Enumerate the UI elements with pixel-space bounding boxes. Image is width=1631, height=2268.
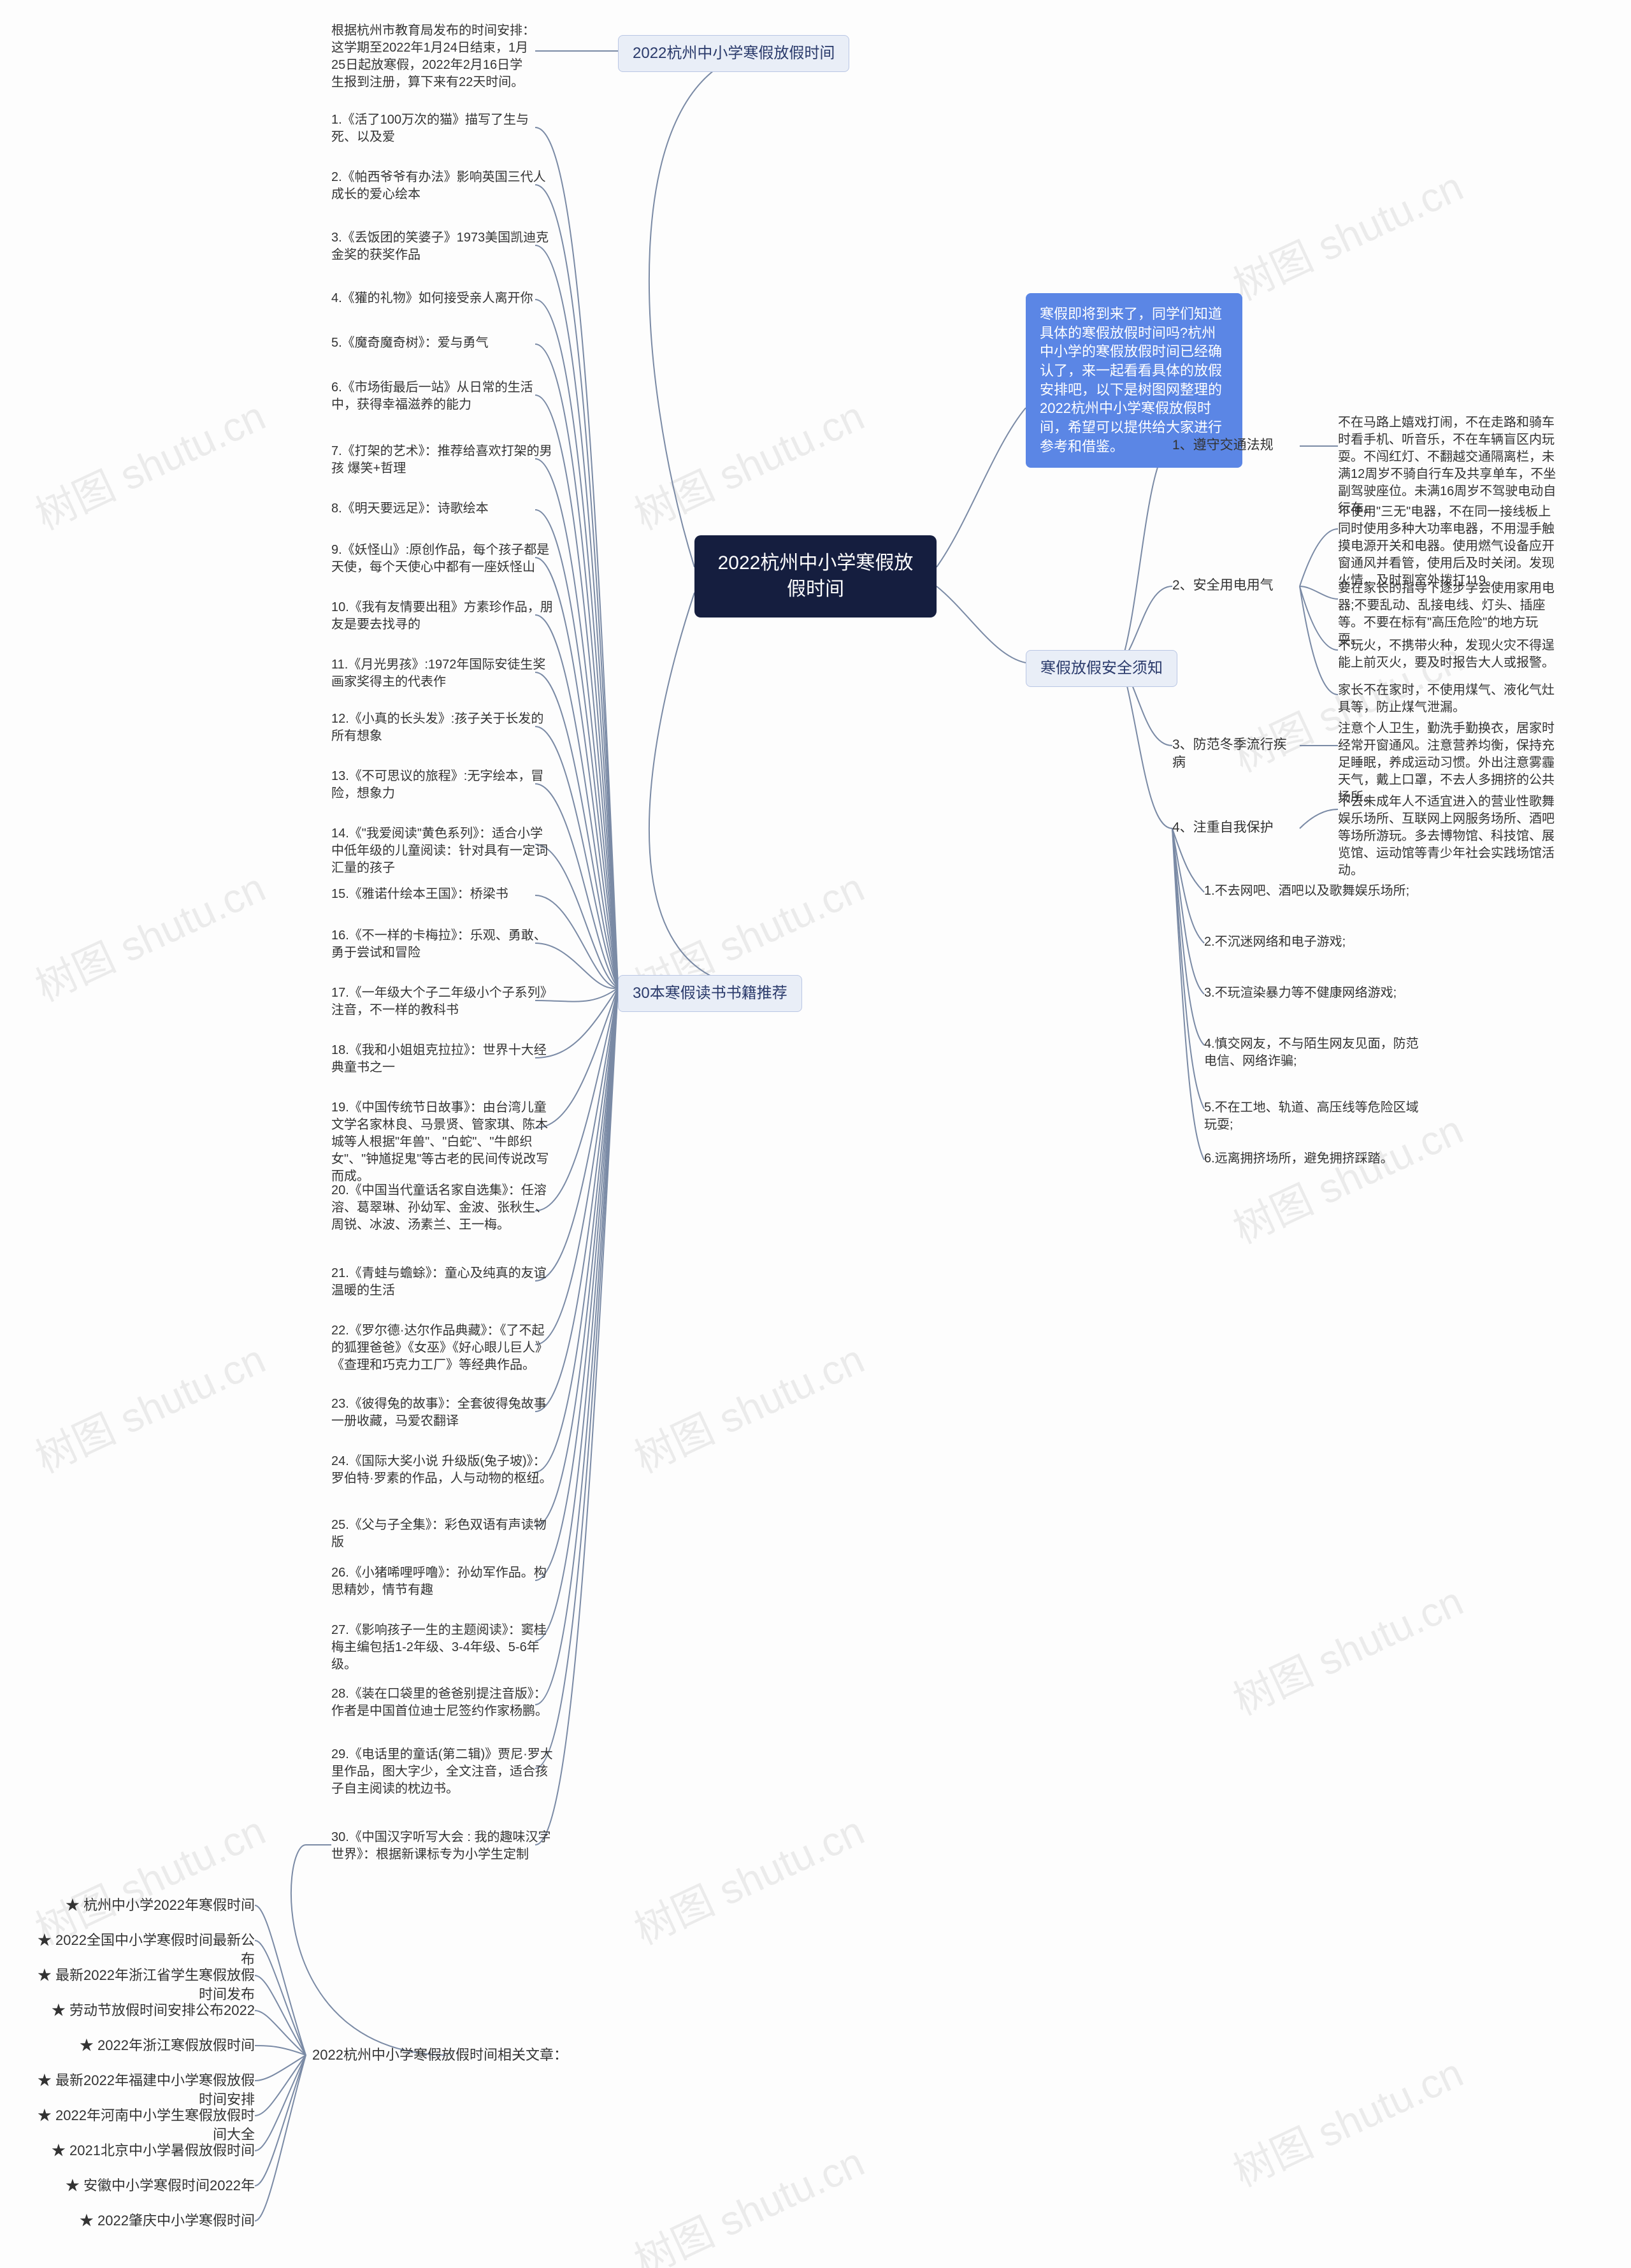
related-10: 2022肇庆中小学寒假时间 [25, 2211, 255, 2230]
book-4: 4.《獾的礼物》如何接受亲人离开你 [331, 290, 533, 307]
watermark: 树图 shutu.cn [1223, 2040, 1471, 2198]
book-25: 25.《父与子全集》：彩色双语有声读物版 [331, 1517, 554, 1551]
book-10: 10.《我有友情要出租》方素珍作品，朋友是要去找寻的 [331, 599, 554, 633]
intro-text: 寒假即将到来了，同学们知道具体的寒假放假时间吗?杭州中小学的寒假放假时间已经确认… [1040, 306, 1222, 454]
connector-layer [0, 0, 1631, 2268]
book-19: 19.《中国传统节日故事》：由台湾儿童文学名家林良、马景贤、管家琪、陈木城等人根… [331, 1099, 554, 1185]
watermark: 树图 shutu.cn [25, 855, 273, 1013]
safety-node: 寒假放假安全须知 [1026, 650, 1177, 687]
safety-title: 寒假放假安全须知 [1040, 660, 1163, 677]
safety-leaf-4-0: 不去未成年人不适宜进入的营业性歌舞娱乐场所、互联网上网服务场所、酒吧等场所游玩。… [1338, 793, 1561, 879]
book-11: 11.《月光男孩》:1972年国际安徒生奖画家奖得主的代表作 [331, 656, 554, 691]
book-12: 12.《小真的长头发》:孩子关于长发的所有想象 [331, 711, 554, 745]
book-27: 27.《影响孩子一生的主题阅读》：窦桂梅主编包括1-2年级、3-4年级、5-6年… [331, 1622, 554, 1673]
safety-item-2: 2、安全用电用气 [1172, 577, 1274, 595]
book-2: 2.《帕西爷爷有办法》影响英国三代人成长的爱心绘本 [331, 169, 554, 203]
related-6: 最新2022年福建中小学寒假放假时间安排 [25, 2071, 255, 2109]
safety-leaf-4-6: 6.远离拥挤场所，避免拥挤踩踏。 [1204, 1150, 1393, 1167]
watermark: 树图 shutu.cn [624, 1327, 872, 1484]
book-7: 7.《打架的艺术》：推荐给喜欢打架的男孩 爆笑+哲理 [331, 443, 554, 477]
related-7: 2022年河南中小学生寒假放假时间大全 [25, 2106, 255, 2144]
book-16: 16.《不一样的卡梅拉》：乐观、勇敢、勇于尝试和冒险 [331, 927, 554, 962]
safety-item-3: 3、防范冬季流行疾病 [1172, 736, 1300, 772]
book-18: 18.《我和小姐姐克拉拉》：世界十大经典童书之一 [331, 1042, 554, 1076]
holiday-time-title: 2022杭州中小学寒假放假时间 [633, 45, 835, 62]
safety-item-1: 1、遵守交通法规 [1172, 437, 1274, 454]
related-3: 最新2022年浙江省学生寒假放假时间发布 [25, 1966, 255, 2004]
book-22: 22.《罗尔德·达尔作品典藏》：《了不起的狐狸爸爸》《女巫》《好心眼儿巨人》《查… [331, 1322, 554, 1374]
related-2: 2022全国中小学寒假时间最新公布 [25, 1931, 255, 1968]
book-17: 17.《一年级大个子二年级小个子系列》注音，不一样的教科书 [331, 985, 554, 1019]
book-15: 15.《雅诺什绘本王国》：桥梁书 [331, 886, 508, 903]
book-24: 24.《国际大奖小说 升级版(兔子坡)》：罗伯特·罗素的作品，人与动物的枢纽。 [331, 1453, 554, 1487]
safety-leaf-2-3: 不玩火，不携带火种，发现火灾不得逞能上前灭火，要及时报告大人或报警。 [1338, 637, 1561, 672]
watermark: 树图 shutu.cn [624, 1798, 872, 1956]
book-13: 13.《不可思议的旅程》:无字绘本，冒险，想象力 [331, 768, 554, 802]
book-21: 21.《青蛙与蟾蜍》：童心及纯真的友谊温暖的生活 [331, 1265, 554, 1299]
book-20: 20.《中国当代童话名家自选集》：任溶溶、葛翠琳、孙幼军、金波、张秋生、周锐、冰… [331, 1182, 554, 1234]
related-5: 2022年浙江寒假放假时间 [25, 2036, 255, 2055]
related-4: 劳动节放假时间安排公布2022 [25, 2001, 255, 2020]
safety-item-4: 4、注重自我保护 [1172, 819, 1274, 837]
book-14: 14.《"我爱阅读"黄色系列》：适合小学中低年级的儿童阅读：针对具有一定词汇量的… [331, 825, 554, 877]
watermark: 树图 shutu.cn [624, 2130, 872, 2268]
book-6: 6.《市场街最后一站》从日常的生活中，获得幸福滋养的能力 [331, 379, 554, 414]
safety-leaf-2-1: 不使用"三无"电器，不在同一接线板上同时使用多种大功率电器，不用湿手触摸电源开关… [1338, 503, 1561, 589]
book-3: 3.《丢饭团的笑婆子》1973美国凯迪克金奖的获奖作品 [331, 229, 554, 264]
book-30: 30.《中国汉字听写大会 : 我的趣味汉字世界》：根据新课标专为小学生定制 [331, 1829, 554, 1863]
book-28: 28.《装在口袋里的爸爸别提注音版》：作者是中国首位迪士尼签约作家杨鹏。 [331, 1686, 554, 1720]
related-9: 安徽中小学寒假时间2022年 [25, 2176, 255, 2195]
book-29: 29.《电话里的童话(第二辑)》贾尼·罗大里作品，图大字少，全文注音，适合孩子自… [331, 1746, 554, 1798]
root-node: 2022杭州中小学寒假放假时间 [694, 535, 937, 618]
watermark: 树图 shutu.cn [1223, 1569, 1471, 1726]
safety-leaf-4-3: 3.不玩渲染暴力等不健康网络游戏; [1204, 985, 1397, 1002]
safety-leaf-4-4: 4.慎交网友，不与陌生网友见面，防范电信、网络诈骗; [1204, 1036, 1427, 1070]
watermark: 树图 shutu.cn [25, 384, 273, 541]
safety-leaf-4-2: 2.不沉迷网络和电子游戏; [1204, 934, 1346, 951]
book-8: 8.《明天要远足》：诗歌绘本 [331, 500, 489, 517]
safety-leaf-4-5: 5.不在工地、轨道、高压线等危险区域玩耍; [1204, 1099, 1427, 1134]
related-8: 2021北京中小学暑假放假时间 [25, 2141, 255, 2160]
safety-leaf-4-1: 1.不去网吧、酒吧以及歌舞娱乐场所; [1204, 883, 1409, 900]
book-26: 26.《小猪唏哩呼噜》：孙幼军作品。构思精妙，情节有趣 [331, 1564, 554, 1599]
watermark: 树图 shutu.cn [1223, 154, 1471, 312]
watermark: 树图 shutu.cn [624, 384, 872, 541]
holiday-time-detail: 根据杭州市教育局发布的时间安排：这学期至2022年1月24日结束，1月25日起放… [331, 22, 535, 91]
book-9: 9.《妖怪山》:原创作品，每个孩子都是天使，每个天使心中都有一座妖怪山 [331, 542, 554, 576]
safety-leaf-1-1: 不在马路上嬉戏打闹，不在走路和骑车时看手机、听音乐，不在车辆盲区内玩耍。不闯红灯… [1338, 414, 1561, 517]
related-title: 2022杭州中小学寒假放假时间相关文章： [312, 2046, 568, 2065]
book-5: 5.《魔奇魔奇树》：爱与勇气 [331, 335, 489, 352]
safety-leaf-2-4: 家长不在家时，不使用煤气、液化气灶具等，防止煤气泄漏。 [1338, 682, 1561, 716]
watermark: 树图 shutu.cn [25, 1327, 273, 1484]
books-node: 30本寒假读书书籍推荐 [618, 975, 802, 1012]
books-title: 30本寒假读书书籍推荐 [633, 985, 787, 1002]
book-23: 23.《彼得兔的故事》：全套彼得兔故事一册收藏，马爱农翻译 [331, 1396, 554, 1430]
related-1: 杭州中小学2022年寒假时间 [25, 1896, 255, 1915]
book-1: 1.《活了100万次的猫》描写了生与死、以及爱 [331, 112, 554, 146]
root-title: 2022杭州中小学寒假放假时间 [718, 553, 914, 600]
holiday-time-node: 2022杭州中小学寒假放假时间 [618, 35, 849, 72]
